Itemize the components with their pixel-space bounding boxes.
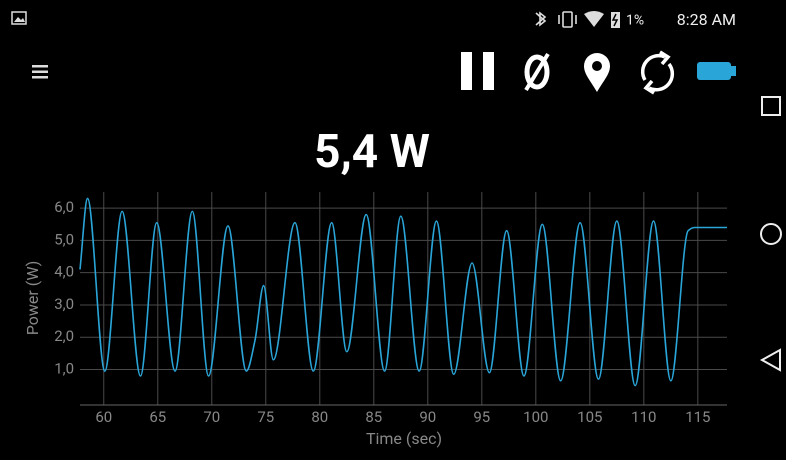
sync-arc bbox=[648, 62, 675, 92]
y-tick-label: 6,0 bbox=[54, 198, 74, 216]
zero-slash bbox=[524, 52, 550, 92]
battery-nub bbox=[731, 66, 736, 76]
back-button[interactable] bbox=[759, 348, 781, 372]
menu-line bbox=[32, 65, 48, 68]
x-tick-label: 95 bbox=[473, 408, 490, 426]
charging-bolt bbox=[611, 13, 619, 27]
x-tick-label: 70 bbox=[203, 408, 220, 426]
x-tick-label: 60 bbox=[95, 408, 112, 426]
bluetooth-icon bbox=[535, 11, 547, 27]
sync-arrow bbox=[643, 79, 655, 95]
pause-bar bbox=[483, 52, 494, 90]
vibrate-icon bbox=[562, 11, 573, 28]
y-tick-label: 4,0 bbox=[54, 263, 74, 281]
y-tick-label: 2,0 bbox=[54, 327, 74, 345]
x-tick-label: 100 bbox=[523, 408, 548, 426]
power-line bbox=[79, 197, 727, 387]
x-tick-label: 85 bbox=[365, 408, 382, 426]
x-tick-label: 110 bbox=[631, 408, 656, 426]
menu-line bbox=[32, 70, 48, 73]
x-axis-label: Time (sec) bbox=[366, 429, 442, 448]
pause-button[interactable] bbox=[461, 52, 494, 90]
recents-button[interactable] bbox=[761, 96, 781, 116]
zero-glyph bbox=[524, 54, 550, 90]
sync-button[interactable] bbox=[640, 50, 675, 95]
x-tick-label: 75 bbox=[257, 408, 274, 426]
zero-button[interactable] bbox=[524, 52, 550, 92]
power-reading: 5,4 W bbox=[314, 125, 430, 179]
location-pin bbox=[584, 53, 610, 92]
home-button[interactable] bbox=[760, 223, 782, 245]
y-tick-label: 5,0 bbox=[54, 230, 74, 248]
clock: 8:28 AM bbox=[677, 10, 736, 29]
y-axis-label: Power (W) bbox=[23, 261, 42, 336]
x-tick-label: 65 bbox=[149, 408, 166, 426]
y-tick-label: 3,0 bbox=[54, 295, 74, 313]
location-pin-hole bbox=[592, 61, 602, 71]
x-tick-label: 115 bbox=[685, 408, 710, 426]
menu-line bbox=[32, 76, 48, 79]
vibrate-waves bbox=[558, 15, 577, 24]
battery-body bbox=[697, 62, 731, 80]
location-button[interactable] bbox=[584, 53, 610, 92]
gallery-icon-glyph bbox=[14, 17, 25, 22]
x-tick-label: 90 bbox=[419, 408, 436, 426]
y-tick-label: 1,0 bbox=[54, 359, 74, 377]
device-battery bbox=[697, 62, 736, 80]
battery-percent: 1% bbox=[626, 13, 644, 29]
gallery-icon bbox=[11, 11, 27, 25]
sync-arrow bbox=[659, 50, 671, 66]
wifi-icon bbox=[584, 11, 604, 27]
menu-button[interactable] bbox=[32, 65, 48, 79]
pause-bar bbox=[461, 52, 472, 90]
x-tick-label: 105 bbox=[577, 408, 602, 426]
sync-arc bbox=[640, 53, 666, 81]
x-tick-label: 80 bbox=[311, 408, 328, 426]
